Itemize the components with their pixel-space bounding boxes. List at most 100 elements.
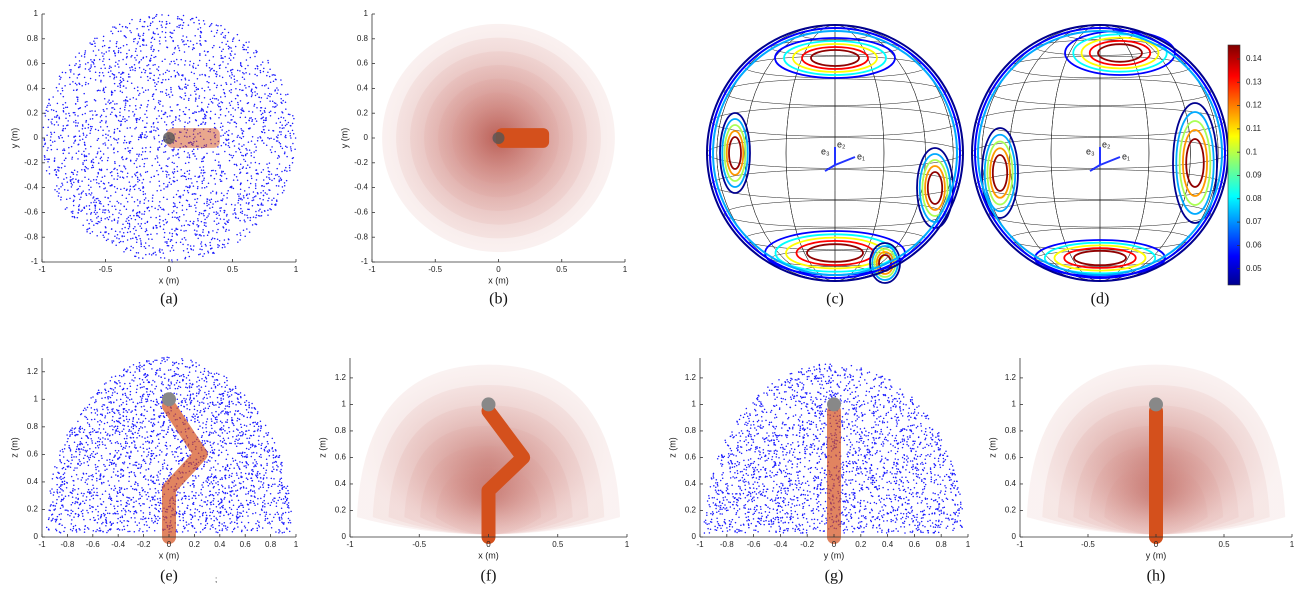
point — [226, 108, 228, 110]
point — [279, 518, 281, 520]
point — [58, 188, 60, 190]
point — [173, 61, 175, 63]
point — [147, 400, 149, 402]
point — [157, 498, 159, 500]
point — [72, 172, 74, 174]
point — [73, 121, 75, 123]
point — [222, 77, 224, 79]
point — [226, 229, 228, 231]
point — [243, 159, 245, 161]
point — [156, 399, 158, 401]
point — [264, 85, 266, 87]
point — [254, 223, 256, 225]
point — [68, 460, 70, 462]
point — [76, 467, 78, 469]
point — [102, 177, 104, 179]
point — [87, 483, 89, 485]
point — [246, 457, 248, 459]
point — [198, 97, 200, 99]
point — [72, 490, 74, 492]
point — [190, 221, 192, 223]
point — [127, 80, 129, 82]
point — [209, 26, 211, 28]
point — [232, 514, 234, 516]
point — [186, 408, 188, 410]
point — [203, 172, 205, 174]
point — [271, 448, 273, 450]
point — [249, 117, 251, 119]
point — [105, 231, 107, 233]
point — [221, 145, 223, 147]
point — [224, 151, 226, 153]
point — [162, 91, 164, 93]
point — [238, 434, 240, 436]
point — [217, 532, 219, 534]
point — [240, 117, 242, 119]
point — [154, 82, 156, 84]
point — [114, 186, 116, 188]
point — [205, 525, 207, 527]
point — [232, 69, 234, 71]
point — [260, 72, 262, 74]
point — [252, 462, 254, 464]
point — [272, 438, 274, 440]
point — [81, 438, 83, 440]
point — [240, 212, 242, 214]
point — [224, 37, 226, 39]
point — [183, 230, 185, 232]
point — [200, 172, 202, 174]
point — [91, 110, 93, 112]
point — [231, 394, 233, 396]
point — [161, 402, 163, 404]
point — [253, 502, 255, 504]
point — [152, 380, 154, 382]
point — [121, 487, 123, 489]
point — [206, 504, 208, 506]
point — [252, 92, 254, 94]
point — [221, 477, 223, 479]
point — [202, 373, 204, 375]
point — [57, 115, 59, 117]
point — [224, 477, 226, 479]
point — [251, 412, 253, 414]
point — [154, 108, 156, 110]
point — [176, 382, 178, 384]
point — [245, 434, 247, 436]
point — [146, 411, 148, 413]
point — [225, 35, 227, 37]
point — [204, 253, 206, 255]
point — [280, 122, 282, 124]
point — [218, 492, 220, 494]
point — [187, 84, 189, 86]
point — [193, 48, 195, 50]
point — [234, 79, 236, 81]
point — [157, 520, 159, 522]
point — [187, 190, 189, 192]
point — [215, 73, 217, 75]
point — [118, 72, 120, 74]
point — [108, 401, 110, 403]
point — [263, 475, 265, 477]
point — [101, 169, 103, 171]
point — [89, 519, 91, 521]
point — [240, 184, 242, 186]
point — [201, 102, 203, 104]
point — [134, 432, 136, 434]
point — [254, 496, 256, 498]
point — [204, 461, 206, 463]
point — [85, 171, 87, 173]
point — [65, 208, 67, 210]
point — [141, 182, 143, 184]
point — [100, 150, 102, 152]
point — [209, 508, 211, 510]
point — [180, 386, 182, 388]
point — [90, 194, 92, 196]
point — [189, 387, 191, 389]
point — [160, 389, 162, 391]
point — [117, 175, 119, 177]
point — [287, 506, 289, 508]
point — [244, 78, 246, 80]
point — [220, 127, 222, 129]
point — [290, 522, 292, 524]
point — [118, 52, 120, 54]
